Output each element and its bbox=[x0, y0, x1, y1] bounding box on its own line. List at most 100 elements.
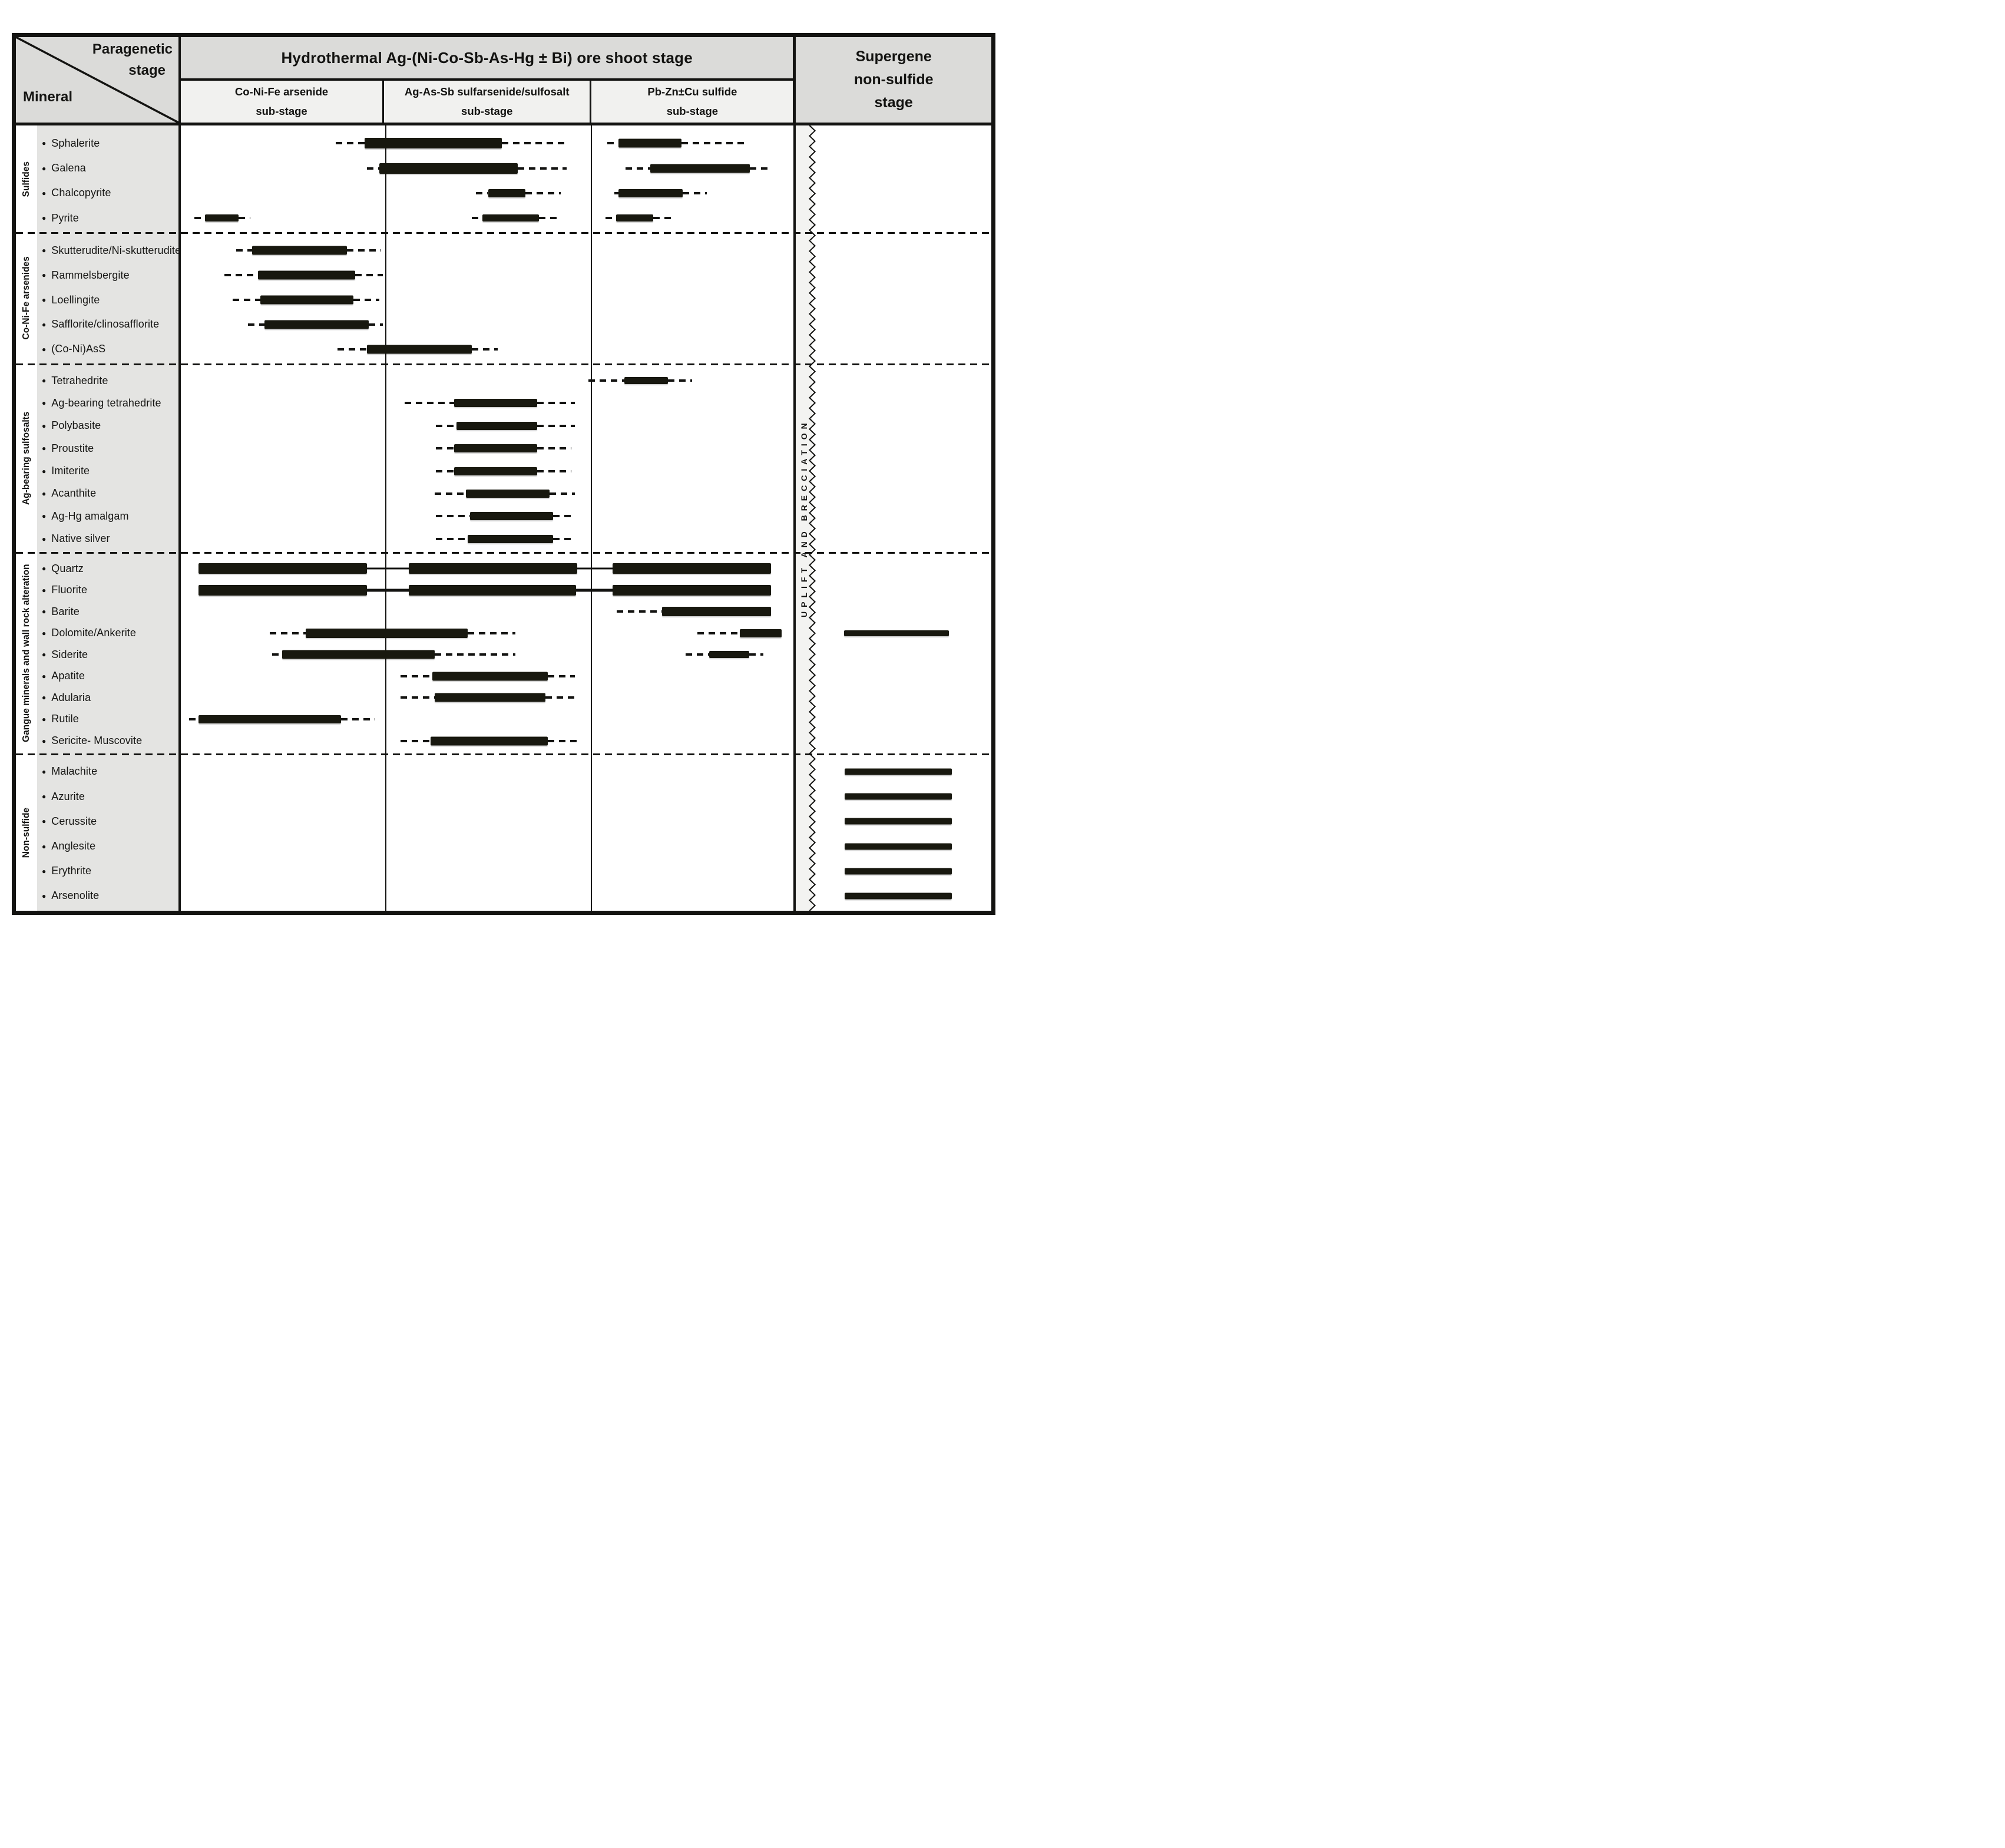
bar-solid-ag-hg-amalgam bbox=[470, 512, 552, 520]
bar-solid-adularia bbox=[435, 693, 546, 702]
bar-dash-pyrite bbox=[194, 217, 205, 219]
bullet-icon: ● bbox=[42, 189, 46, 197]
bar-solid-rammelsbergite bbox=[258, 271, 355, 280]
mineral-row-galena: ●Galena bbox=[16, 156, 178, 180]
bar-solid-pyrite bbox=[616, 214, 653, 222]
bullet-icon: ● bbox=[42, 139, 46, 147]
bar-lane-tetrahedrite bbox=[181, 369, 991, 392]
mineral-row-safflorite-clinosafflorite: ● Safflorite/clinosafflorite bbox=[16, 312, 178, 337]
mineral-row-dolomite-ankerite: ●Dolomite/Ankerite bbox=[16, 623, 178, 644]
mineral-label: Safflorite/clinosafflorite bbox=[51, 318, 159, 330]
bar-solid-rutile bbox=[198, 715, 341, 723]
substage-label-line: sub-stage bbox=[667, 102, 718, 121]
bullet-icon: ● bbox=[42, 817, 46, 825]
stage-divider-2 bbox=[591, 125, 592, 911]
mineral-label: Skutterudite/Ni-skutterudite bbox=[51, 244, 181, 257]
substage-header-row: Co-Ni-Fe arsenide sub-stage Ag-As-Sb sul… bbox=[181, 81, 793, 123]
mineral-row-erythrite: ●Erythrite bbox=[16, 859, 178, 884]
bullet-icon: ● bbox=[42, 422, 46, 430]
mineral-group-sulfides: Sulfides●Sphalerite●Galena●Chalcopyrite●… bbox=[16, 125, 178, 233]
bullet-icon: ● bbox=[42, 737, 46, 745]
substage-label-line: sub-stage bbox=[461, 102, 512, 121]
bar-dash-siderite bbox=[749, 653, 764, 656]
bullet-icon: ● bbox=[42, 629, 46, 637]
bar-dash-native-silver bbox=[436, 538, 468, 540]
bar-solid-azurite bbox=[845, 794, 952, 800]
substage-ag-as-sb-sulfarsenide: Ag-As-Sb sulfarsenide/sulfosalt sub-stag… bbox=[384, 81, 591, 123]
bar-solid-chalcopyrite bbox=[618, 189, 683, 197]
mineral-label: Chalcopyrite bbox=[51, 187, 111, 199]
table-header: Paragenetic stage Mineral Hydrothermal A… bbox=[16, 37, 991, 125]
mineral-row-arsenolite: ●Arsenolite bbox=[16, 884, 178, 908]
bar-lane-azurite bbox=[181, 784, 991, 809]
bullet-icon: ● bbox=[42, 320, 46, 329]
bar-dash-co-ni-ass bbox=[472, 348, 498, 351]
bar-lane-safflorite-clinosafflorite bbox=[181, 312, 991, 337]
mineral-group-non-sulfide: Non-sulfide●Malachite●Azurite●Cerussite●… bbox=[16, 754, 178, 911]
bar-dash-adularia bbox=[401, 696, 435, 699]
bar-solid-quartz bbox=[613, 563, 770, 574]
bar-lane-cerussite bbox=[181, 809, 991, 834]
bar-solid-fluorite bbox=[409, 585, 577, 596]
bar-solid-quartz bbox=[409, 563, 577, 574]
bullet-icon: ● bbox=[42, 672, 46, 680]
bar-solid-acanthite bbox=[466, 490, 550, 498]
bar-dash-galena bbox=[750, 167, 773, 170]
bar-dash-chalcopyrite bbox=[683, 192, 707, 194]
bar-dash-ag-hg-amalgam bbox=[436, 515, 470, 517]
bar-lane-chalcopyrite bbox=[181, 181, 991, 206]
mineral-row-malachite: ●Malachite bbox=[16, 759, 178, 784]
mineral-row-cerussite: ●Cerussite bbox=[16, 809, 178, 834]
supergene-label-line: stage bbox=[875, 91, 913, 114]
bullet-icon: ● bbox=[42, 607, 46, 616]
mineral-group-gangue-minerals-and-wall-rock-alteration: Gangue minerals and wall rock alteration… bbox=[16, 553, 178, 754]
mineral-label: Fluorite bbox=[51, 584, 87, 596]
bullet-icon: ● bbox=[42, 564, 46, 573]
bar-solid-pyrite bbox=[482, 214, 539, 222]
bullet-icon: ● bbox=[42, 512, 46, 520]
paragenesis-table: Paragenetic stage Mineral Hydrothermal A… bbox=[12, 33, 995, 915]
bar-solid-tetrahedrite bbox=[624, 377, 668, 384]
mineral-label: Ag-bearing tetrahedrite bbox=[51, 397, 161, 409]
bar-dash-tetrahedrite bbox=[668, 379, 692, 382]
mineral-label: Rammelsbergite bbox=[51, 269, 129, 282]
mineral-row-apatite: ●Apatite bbox=[16, 666, 178, 687]
corner-paragenetic-label: Paragenetic bbox=[92, 41, 173, 58]
bar-dash-dolomite-ankerite bbox=[468, 632, 515, 634]
bullet-icon: ● bbox=[42, 650, 46, 659]
bar-lane-native-silver bbox=[181, 527, 991, 550]
bar-solid-quartz bbox=[198, 563, 367, 574]
mineral-label: Siderite bbox=[51, 649, 88, 661]
bullet-icon: ● bbox=[42, 535, 46, 543]
bar-line-fluorite bbox=[576, 589, 613, 591]
chart-group-ag-bearing-sulfosalts bbox=[181, 364, 991, 553]
bar-solid-apatite bbox=[432, 672, 548, 680]
bar-dash-polybasite bbox=[436, 425, 456, 427]
mineral-row-azurite: ●Azurite bbox=[16, 784, 178, 809]
mineral-label: Rutile bbox=[51, 713, 79, 725]
bar-solid-safflorite-clinosafflorite bbox=[264, 320, 369, 329]
bar-lane-siderite bbox=[181, 644, 991, 666]
bar-lane-anglesite bbox=[181, 834, 991, 858]
bar-solid-dolomite-ankerite bbox=[306, 629, 468, 638]
mineral-label: Native silver bbox=[51, 533, 110, 545]
mineral-label: Imiterite bbox=[51, 465, 90, 477]
bar-dash-sphalerite bbox=[336, 142, 365, 144]
bar-dash-ag-bearing-tetrahedrite bbox=[405, 402, 454, 404]
chart-group-gangue-minerals-and-wall-rock-alteration bbox=[181, 553, 991, 754]
mineral-label: Sphalerite bbox=[51, 137, 100, 150]
substage-label-line: Pb-Zn±Cu sulfide bbox=[647, 82, 737, 101]
bar-solid-chalcopyrite bbox=[488, 189, 525, 197]
corner-mineral-label: Mineral bbox=[23, 89, 72, 105]
mineral-label: Ag-Hg amalgam bbox=[51, 510, 128, 523]
bar-dash-galena bbox=[518, 167, 567, 170]
bullet-icon: ● bbox=[42, 376, 46, 385]
bar-dash-adularia bbox=[545, 696, 577, 699]
hydrothermal-stage-header: Hydrothermal Ag-(Ni-Co-Sb-As-Hg ± Bi) or… bbox=[181, 37, 796, 123]
mineral-row-acanthite: ●Acanthite bbox=[16, 482, 178, 505]
bar-dash-dolomite-ankerite bbox=[697, 632, 740, 634]
bar-lane-apatite bbox=[181, 666, 991, 687]
mineral-label: Sericite- Muscovite bbox=[51, 735, 142, 747]
mineral-label: Adularia bbox=[51, 692, 91, 704]
bar-dash-native-silver bbox=[553, 538, 572, 540]
